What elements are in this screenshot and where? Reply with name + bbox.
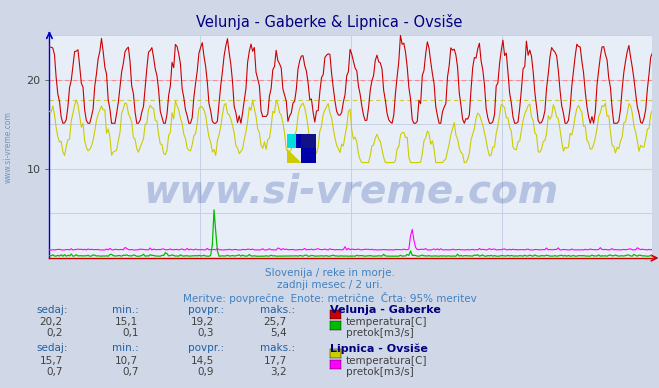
Text: pretok[m3/s]: pretok[m3/s] (346, 328, 414, 338)
Text: 10,7: 10,7 (115, 356, 138, 366)
Text: 15,7: 15,7 (40, 356, 63, 366)
Bar (287, 134, 302, 149)
Text: temperatura[C]: temperatura[C] (346, 356, 428, 366)
Polygon shape (296, 134, 302, 149)
Text: maks.:: maks.: (260, 343, 295, 353)
Text: Velunja - Gaberke & Lipnica - Ovsiše: Velunja - Gaberke & Lipnica - Ovsiše (196, 14, 463, 29)
Bar (302, 149, 316, 163)
Text: sedaj:: sedaj: (36, 343, 68, 353)
Text: 20,2: 20,2 (40, 317, 63, 327)
Text: 0,9: 0,9 (198, 367, 214, 377)
Text: min.:: min.: (112, 305, 139, 315)
Text: temperatura[C]: temperatura[C] (346, 317, 428, 327)
Text: www.si-vreme.com: www.si-vreme.com (4, 111, 13, 184)
Polygon shape (302, 134, 316, 149)
Text: min.:: min.: (112, 343, 139, 353)
Text: 0,3: 0,3 (198, 328, 214, 338)
Text: 0,7: 0,7 (122, 367, 138, 377)
Text: 17,7: 17,7 (264, 356, 287, 366)
Text: 14,5: 14,5 (191, 356, 214, 366)
Text: povpr.:: povpr.: (188, 305, 224, 315)
Text: 0,7: 0,7 (46, 367, 63, 377)
Text: www.si-vreme.com: www.si-vreme.com (143, 172, 559, 210)
Text: maks.:: maks.: (260, 305, 295, 315)
Text: 3,2: 3,2 (270, 367, 287, 377)
Text: pretok[m3/s]: pretok[m3/s] (346, 367, 414, 377)
Text: Velunja - Gaberke: Velunja - Gaberke (330, 305, 440, 315)
Text: 0,1: 0,1 (122, 328, 138, 338)
Text: povpr.:: povpr.: (188, 343, 224, 353)
Text: Meritve: povprečne  Enote: metrične  Črta: 95% meritev: Meritve: povprečne Enote: metrične Črta:… (183, 292, 476, 304)
Text: 25,7: 25,7 (264, 317, 287, 327)
Polygon shape (287, 149, 302, 163)
Text: Lipnica - Ovsiše: Lipnica - Ovsiše (330, 343, 428, 354)
Text: Slovenija / reke in morje.: Slovenija / reke in morje. (264, 268, 395, 278)
Polygon shape (287, 134, 302, 149)
Text: 5,4: 5,4 (270, 328, 287, 338)
Text: 19,2: 19,2 (191, 317, 214, 327)
Text: zadnji mesec / 2 uri.: zadnji mesec / 2 uri. (277, 280, 382, 290)
Text: 0,2: 0,2 (46, 328, 63, 338)
Text: sedaj:: sedaj: (36, 305, 68, 315)
Text: 15,1: 15,1 (115, 317, 138, 327)
